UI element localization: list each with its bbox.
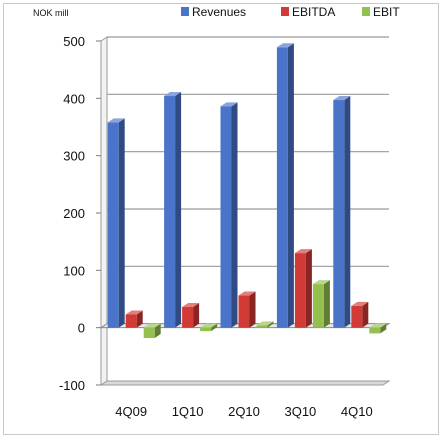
bar-ebit-4q09 xyxy=(143,323,161,338)
y-tick-label: 0 xyxy=(78,321,85,336)
bars xyxy=(107,43,387,338)
bar-ebit-2q10 xyxy=(256,321,274,328)
legend-item-ebit: EBIT xyxy=(362,5,400,19)
y-axis-wall xyxy=(100,36,108,386)
unit-label: NOK mill xyxy=(33,8,69,18)
bar-revenues-2q10 xyxy=(220,102,238,328)
y-tick-label: 200 xyxy=(63,206,85,221)
legend-label: Revenues xyxy=(192,5,246,19)
legend: Revenues EBITDA EBIT xyxy=(181,5,400,19)
legend-swatch xyxy=(281,7,289,16)
legend-swatch xyxy=(362,7,370,16)
y-tick-label: 400 xyxy=(63,91,85,106)
legend-label: EBITDA xyxy=(292,5,335,19)
y-tick-label: 500 xyxy=(63,34,85,49)
x-tick-label: 4Q10 xyxy=(341,404,373,419)
y-tick-label: 300 xyxy=(63,149,85,164)
legend-label: EBIT xyxy=(373,5,400,19)
bar-ebit-1q10 xyxy=(200,323,218,332)
x-tick-label: 3Q10 xyxy=(284,404,316,419)
x-tick-label: 4Q09 xyxy=(115,404,147,419)
bar-ebit-3q10 xyxy=(312,280,330,328)
chart-floor xyxy=(99,380,391,386)
bar-revenues-4q10 xyxy=(333,96,351,328)
legend-item-ebitda: EBITDA xyxy=(281,5,335,19)
bar-revenues-3q10 xyxy=(276,43,294,328)
tick-labels: -100 0 100 200 300 400 500 4Q09 1Q10 2Q10 3Q10 4Q10 xyxy=(59,34,373,419)
bar-ebitda-4q10 xyxy=(351,301,369,328)
bar-ebitda-1q10 xyxy=(182,303,200,328)
bar-ebitda-2q10 xyxy=(238,291,256,328)
y-tick-label: -100 xyxy=(59,378,85,393)
x-tick-label: 1Q10 xyxy=(172,404,204,419)
bar-revenues-4q09 xyxy=(107,118,125,328)
bar-revenues-1q10 xyxy=(164,92,182,328)
y-tick-label: 100 xyxy=(63,263,85,278)
bar-ebitda-3q10 xyxy=(294,249,312,328)
legend-item-revenues: Revenues xyxy=(181,5,246,19)
bar-ebit-4q10 xyxy=(369,323,387,334)
legend-swatch xyxy=(181,7,189,16)
bar-ebitda-4q09 xyxy=(125,310,143,328)
x-tick-label: 2Q10 xyxy=(228,404,260,419)
